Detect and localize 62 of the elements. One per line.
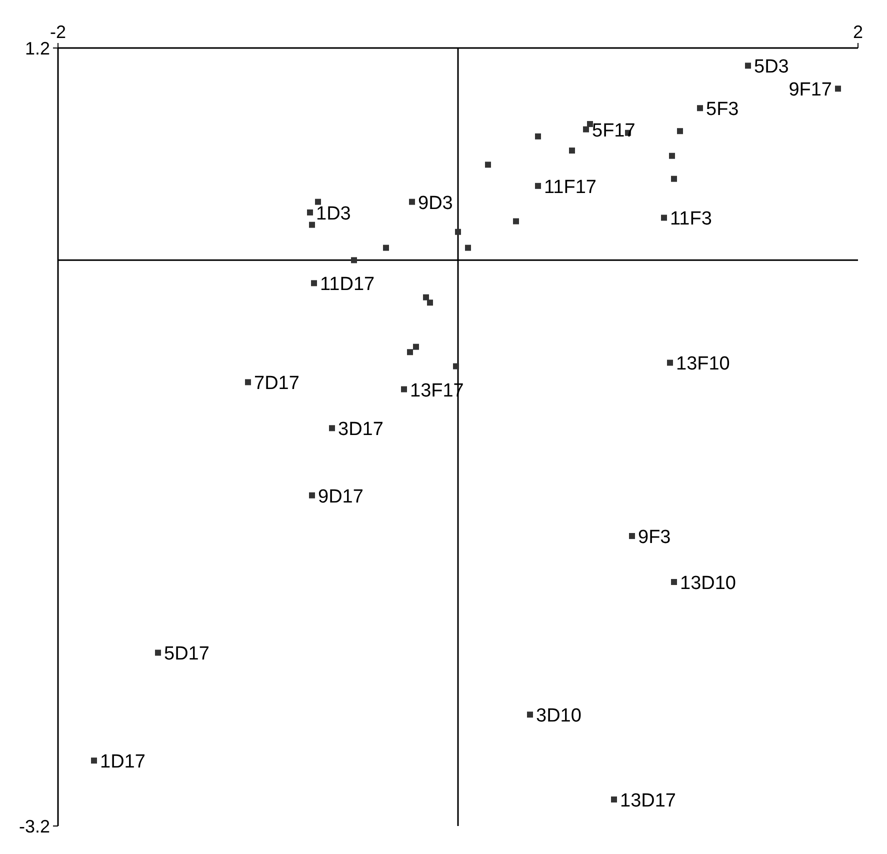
annotation: 3D17	[338, 419, 384, 440]
point	[629, 533, 635, 540]
point	[535, 133, 541, 140]
point	[309, 222, 315, 228]
point	[583, 126, 589, 132]
annotation: 1D3	[316, 203, 351, 224]
annotation: 5F3	[706, 99, 739, 120]
annotation: 1D17	[100, 752, 146, 773]
point	[309, 492, 315, 498]
annotation: 11F3	[670, 208, 712, 230]
annotation: 3D10	[536, 706, 582, 727]
point	[697, 105, 703, 112]
point	[351, 257, 357, 264]
point	[513, 218, 519, 224]
point	[671, 578, 677, 585]
point	[413, 344, 419, 350]
point	[677, 128, 683, 134]
point	[569, 148, 575, 154]
y-tick-label: 1.2	[24, 38, 50, 58]
annotation: 13D10	[680, 572, 736, 594]
annotation: 9D3	[418, 192, 453, 214]
point	[311, 280, 317, 286]
point	[667, 360, 673, 366]
annotation: 9F3	[638, 527, 671, 548]
point	[745, 62, 751, 69]
point	[91, 758, 97, 764]
point	[465, 244, 471, 251]
point	[671, 176, 677, 182]
annotation: 9D17	[318, 486, 364, 508]
annotation: 5D17	[164, 644, 210, 665]
annotation: 11F17	[544, 176, 596, 198]
x-tick-label: 2	[852, 22, 864, 42]
annotation: 5F17	[592, 120, 636, 142]
point	[409, 198, 415, 205]
annotation: 13D17	[620, 790, 676, 812]
point	[453, 363, 459, 370]
point	[407, 349, 413, 356]
point	[427, 300, 433, 306]
point	[611, 796, 617, 802]
point	[383, 244, 389, 251]
point	[401, 386, 407, 392]
annotation: 13F10	[676, 354, 730, 375]
point	[307, 209, 313, 216]
point	[535, 182, 541, 189]
y-tick-label: -3.2	[18, 816, 50, 836]
annotation: 5D3	[754, 56, 789, 78]
point	[661, 214, 667, 221]
annotation: 11D17	[320, 274, 375, 296]
point	[155, 650, 161, 656]
annotation: 7D17	[254, 373, 300, 394]
point	[587, 121, 593, 128]
point	[669, 152, 675, 159]
point	[485, 162, 491, 168]
point	[835, 86, 841, 92]
point	[329, 425, 335, 432]
point	[455, 228, 461, 235]
point	[315, 198, 321, 205]
point	[245, 379, 251, 386]
point	[423, 294, 429, 300]
annotation: 9F17	[788, 80, 832, 101]
x-tick-label: -2	[50, 22, 66, 42]
point	[527, 712, 533, 718]
